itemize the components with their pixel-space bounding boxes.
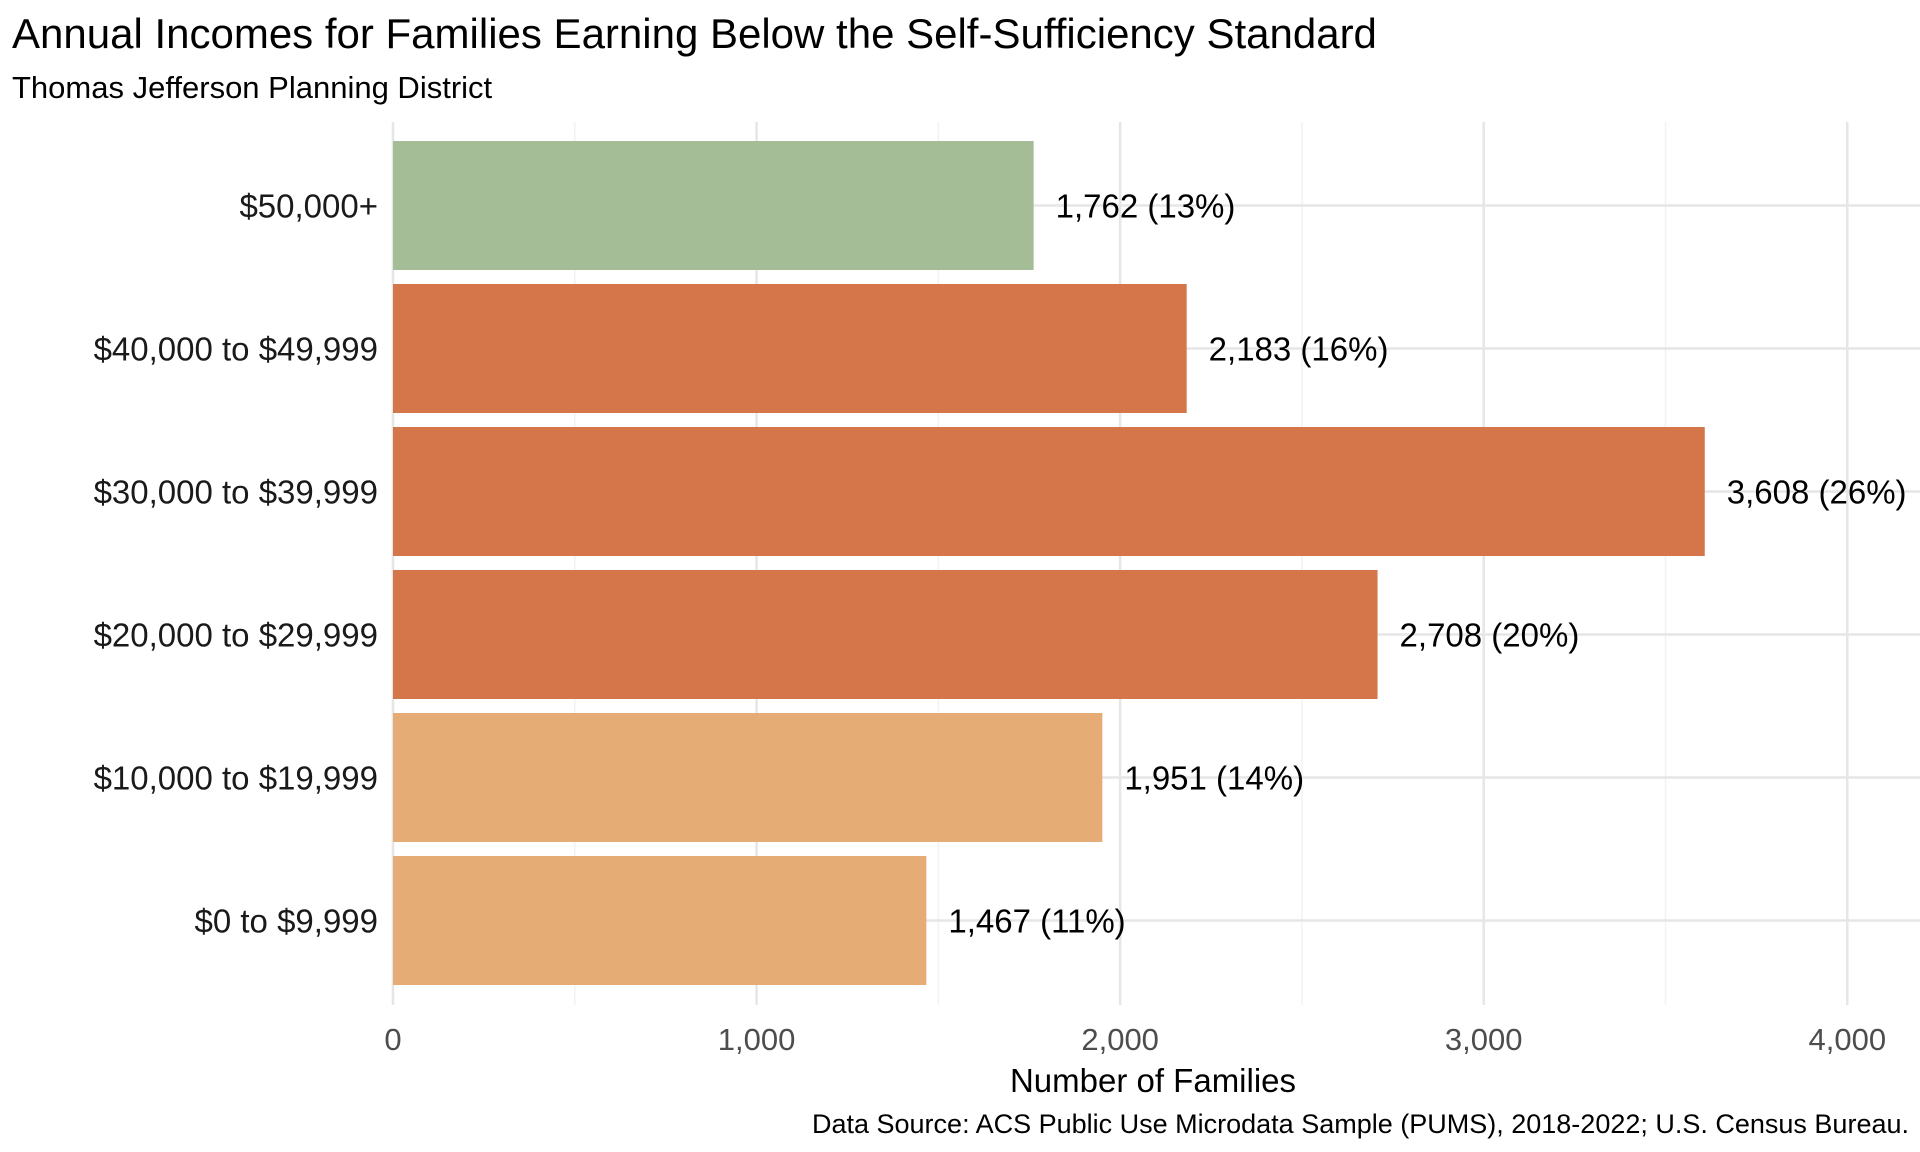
data-label: 1,762 (13%) bbox=[1056, 188, 1236, 225]
y-category-label: $10,000 to $19,999 bbox=[94, 760, 378, 797]
data-label: 2,183 (16%) bbox=[1209, 331, 1389, 368]
x-axis-ticks: 0 1,000 2,000 3,000 4,000 bbox=[384, 1022, 1886, 1057]
bar bbox=[393, 570, 1378, 699]
bar bbox=[393, 856, 927, 985]
y-category-label: $0 to $9,999 bbox=[195, 903, 379, 940]
y-axis-categories: $50,000+ $40,000 to $49,999 $30,000 to $39… bbox=[94, 188, 378, 940]
data-labels: 1,762 (13%) 2,183 (16%) 3,608 (26%) 2,708 (… bbox=[948, 188, 1906, 940]
y-category-label: $30,000 to $39,999 bbox=[94, 474, 378, 511]
data-source-caption: Data Source: ACS Public Use Microdata Sa… bbox=[811, 1109, 1909, 1139]
chart-subtitle: Thomas Jefferson Planning District bbox=[12, 70, 493, 105]
data-label: 3,608 (26%) bbox=[1727, 474, 1907, 511]
bar bbox=[393, 141, 1034, 270]
data-label: 2,708 (20%) bbox=[1400, 617, 1580, 654]
bar bbox=[393, 427, 1705, 556]
chart-title: Annual Incomes for Families Earning Belo… bbox=[12, 10, 1377, 57]
y-category-label: $50,000+ bbox=[239, 188, 378, 225]
bar bbox=[393, 284, 1187, 413]
bars bbox=[393, 141, 1705, 985]
data-label: 1,467 (11%) bbox=[948, 903, 1125, 940]
data-label: 1,951 (14%) bbox=[1124, 760, 1304, 797]
x-tick-label: 4,000 bbox=[1808, 1022, 1886, 1057]
bar bbox=[393, 713, 1103, 842]
x-axis-title: Number of Families bbox=[1010, 1062, 1296, 1099]
x-tick-label: 3,000 bbox=[1445, 1022, 1523, 1057]
x-tick-label: 1,000 bbox=[718, 1022, 796, 1057]
y-category-label: $20,000 to $29,999 bbox=[94, 617, 378, 654]
x-tick-label: 2,000 bbox=[1081, 1022, 1159, 1057]
x-tick-label: 0 bbox=[384, 1022, 401, 1057]
y-category-label: $40,000 to $49,999 bbox=[94, 331, 378, 368]
